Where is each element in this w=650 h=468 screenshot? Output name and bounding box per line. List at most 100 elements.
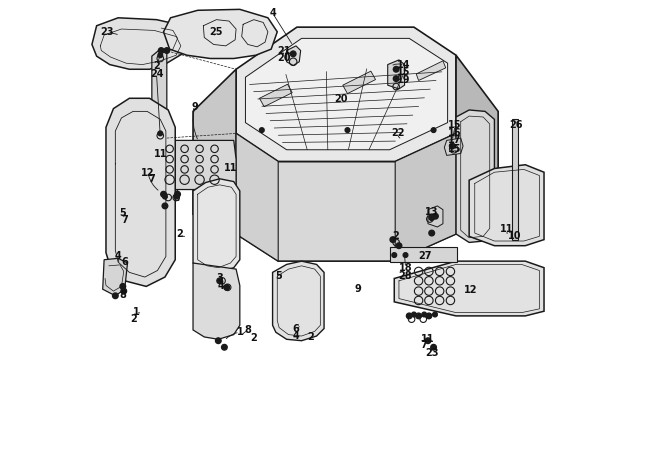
Text: 2: 2 [131,314,137,324]
Polygon shape [469,165,544,246]
Circle shape [345,128,350,132]
Circle shape [175,191,181,197]
Text: 3: 3 [217,273,224,284]
Circle shape [390,237,396,242]
Text: 26: 26 [509,120,523,131]
Text: 24: 24 [150,69,163,79]
Text: 16: 16 [448,128,462,138]
Circle shape [431,344,436,350]
Polygon shape [236,27,456,161]
Circle shape [433,213,438,219]
Text: 14: 14 [397,59,410,70]
Text: 7: 7 [148,174,155,184]
Circle shape [429,230,434,236]
Text: 12: 12 [464,285,478,295]
Circle shape [392,253,396,257]
Text: 25: 25 [210,27,223,37]
Polygon shape [152,49,167,139]
Circle shape [216,338,221,344]
Text: 28: 28 [398,271,412,281]
Text: 4: 4 [292,331,300,341]
Text: 2: 2 [307,332,315,342]
Text: 4: 4 [218,281,224,292]
Polygon shape [287,46,301,66]
Text: 11: 11 [500,224,514,234]
Circle shape [162,203,168,209]
Text: 21: 21 [277,45,291,56]
Polygon shape [106,98,176,286]
Text: 2: 2 [392,231,398,241]
Circle shape [224,285,229,290]
Text: 12: 12 [141,168,155,178]
Text: 10: 10 [508,231,522,241]
Circle shape [291,51,296,57]
Text: 1: 1 [237,327,243,337]
Polygon shape [512,119,518,240]
Text: 20: 20 [334,94,348,104]
Circle shape [393,66,399,72]
Text: 9: 9 [192,102,198,112]
Text: 17: 17 [448,135,462,146]
Text: 23: 23 [425,348,439,358]
Circle shape [174,194,179,199]
Text: 15: 15 [448,144,462,154]
Text: 2: 2 [177,229,183,239]
Text: 11: 11 [421,334,435,344]
Circle shape [411,312,416,317]
Polygon shape [395,261,544,316]
Circle shape [416,313,421,319]
Circle shape [431,128,436,132]
Polygon shape [259,84,292,107]
Circle shape [162,194,167,199]
Text: 15: 15 [397,67,410,77]
Circle shape [158,53,162,58]
Circle shape [161,191,166,197]
Polygon shape [456,55,498,234]
Text: 8: 8 [120,290,126,300]
Polygon shape [387,60,404,89]
Polygon shape [103,258,127,296]
Circle shape [425,338,431,344]
Circle shape [222,344,227,350]
Circle shape [433,312,437,317]
Circle shape [396,243,402,249]
Text: 2: 2 [250,333,257,343]
Circle shape [121,288,127,294]
Text: 8: 8 [245,325,252,336]
Polygon shape [92,18,190,69]
Polygon shape [236,133,456,261]
Circle shape [164,48,170,53]
Polygon shape [236,133,278,261]
Text: 9: 9 [354,284,361,294]
Text: 5: 5 [275,271,281,281]
Polygon shape [456,110,495,242]
Polygon shape [428,206,443,227]
Polygon shape [193,69,236,234]
Text: 22: 22 [391,128,405,139]
Text: 13: 13 [425,207,439,218]
Polygon shape [164,190,179,200]
Polygon shape [395,133,456,261]
Circle shape [112,293,118,299]
Circle shape [422,312,426,317]
Circle shape [259,128,264,132]
Text: 7: 7 [421,340,428,351]
Text: 2: 2 [153,60,160,71]
Circle shape [217,278,222,284]
Text: 19: 19 [397,75,410,86]
Circle shape [429,215,434,220]
Text: 4: 4 [269,8,276,18]
Circle shape [450,143,455,149]
Text: 15: 15 [448,120,462,131]
Polygon shape [343,71,376,94]
Circle shape [403,253,408,257]
Polygon shape [193,179,240,272]
Text: 11: 11 [153,149,167,160]
Circle shape [406,313,412,319]
Polygon shape [159,140,236,190]
Polygon shape [164,9,278,58]
Polygon shape [272,261,324,341]
Text: 4: 4 [115,251,122,262]
Circle shape [158,131,162,136]
Circle shape [120,284,125,289]
